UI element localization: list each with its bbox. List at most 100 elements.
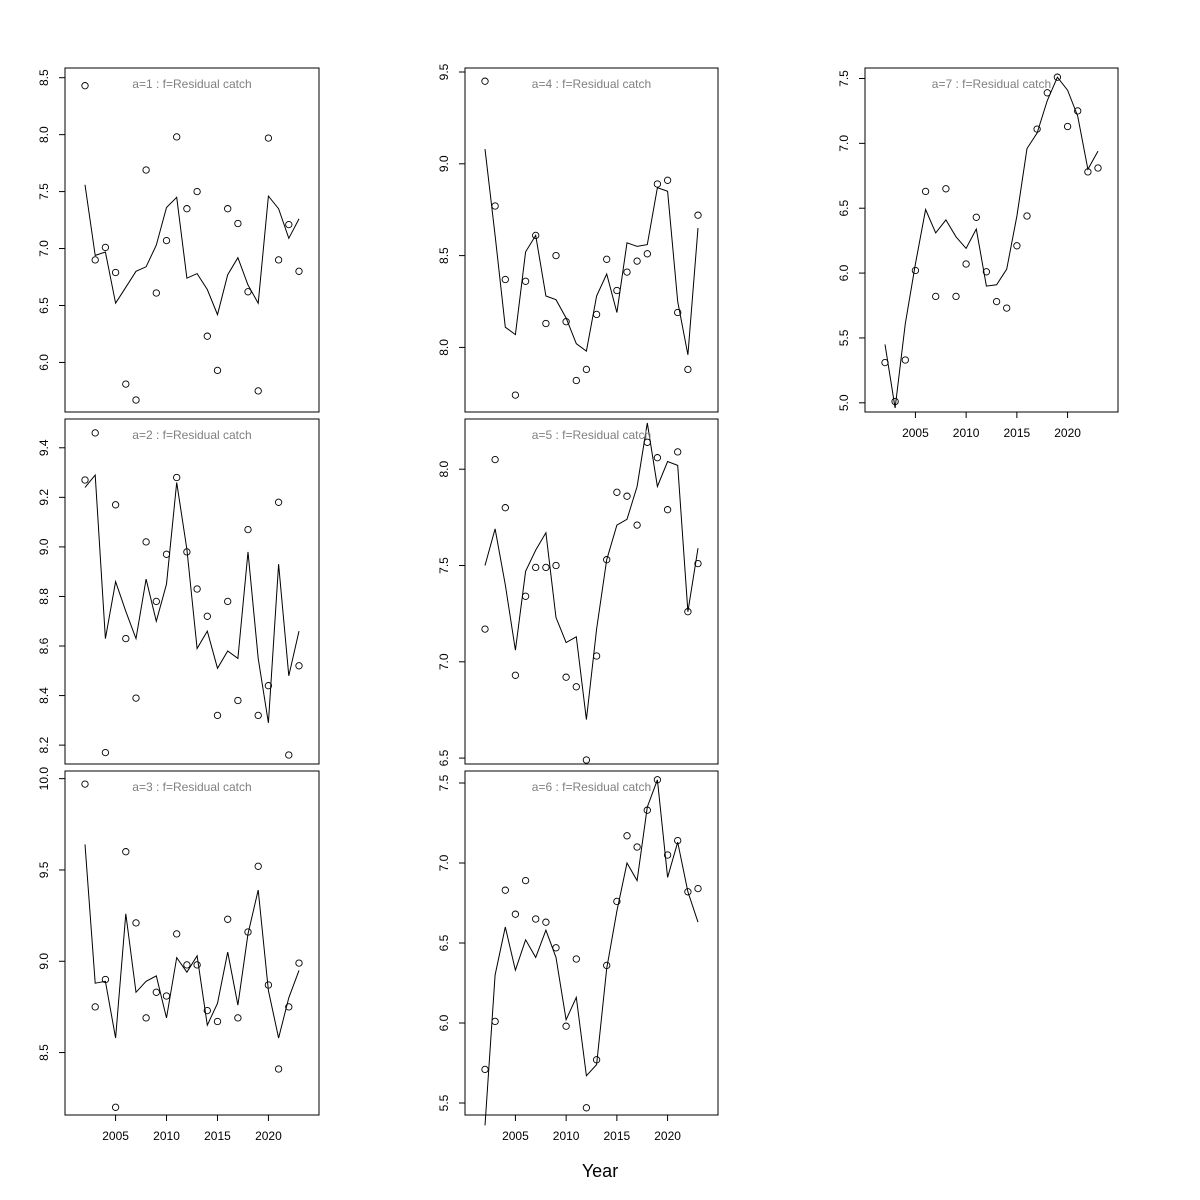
panel-2-frame: [64, 418, 320, 765]
panel-5-data-point: [491, 455, 499, 464]
panel-6-data-point: [643, 806, 651, 814]
panel-2-data-point: [142, 538, 150, 546]
panel-4-data-point: [542, 319, 550, 328]
panel-3-data-point: [274, 1065, 283, 1073]
panel-4-data-point: [532, 231, 540, 240]
panel-4-y-tick-label: 8.0: [437, 339, 451, 356]
panel-4-data-point: [521, 277, 530, 285]
panel-2-data-point: [244, 525, 252, 534]
panel-2-data-point: [91, 429, 99, 437]
panel-2-fitted-line: [84, 473, 300, 723]
panel-2-data-point: [122, 634, 130, 643]
panel-3-data-point: [295, 959, 303, 967]
panel-1-data-point: [295, 267, 303, 275]
panel-1-data-point: [244, 288, 252, 296]
panel-1-data-point: [111, 268, 120, 277]
panel-1-data-point: [132, 396, 140, 404]
panel-6-data-point: [582, 1104, 591, 1112]
panel-3-frame: [64, 770, 320, 1116]
panel-5-data-point: [501, 504, 509, 512]
panel-6-data-point: [562, 1022, 570, 1030]
panel-4-data-point: [481, 77, 489, 85]
panel-5-y-tick-label: 7.0: [437, 653, 451, 670]
panel-1-fitted-line: [84, 184, 300, 317]
panel-3-data-point: [152, 988, 160, 996]
panels-layer: 6.0 6.5 7.0 7.5 8.0 8.5 a=1 : f=Residual catch…: [37, 63, 1119, 1143]
panel-4-data-point: [592, 310, 601, 319]
panel-2-data-point: [81, 476, 89, 484]
panel-6-x-tick-label: 2020: [654, 1129, 681, 1143]
panel-6-data-point: [613, 897, 621, 906]
panel-5-data-point: [663, 506, 672, 514]
panel-3-y-tick-label: 10.0: [37, 767, 51, 791]
panel-5-data-point: [633, 521, 641, 529]
panel-6-y-tick-label: 6.0: [437, 1014, 451, 1031]
panel-7: 5.0 5.5 6.0 6.5 7.0 7.5 2005 2010 2015 2020 a=7 : …: [837, 67, 1119, 440]
panel-6-data-point: [663, 851, 672, 859]
panel-6-y-tick-label: 7.0: [437, 854, 451, 871]
panel-1-y-tick-label: 8.0: [37, 126, 51, 143]
panel-2-y-tick-label: 8.8: [37, 588, 51, 605]
panel-1-data-point: [122, 380, 130, 388]
panel-1-data-point: [224, 205, 232, 213]
panel-3-y-tick-label: 9.0: [37, 953, 51, 970]
panel-2-y-tick-label: 9.4: [37, 439, 51, 456]
panel-2-data-point: [203, 612, 211, 620]
panel-1-data-point: [173, 133, 181, 141]
panel-4-y-tick-label: 9.5: [437, 63, 451, 80]
panel-3-data-point: [264, 981, 273, 989]
panel-7-data-point: [1013, 242, 1021, 250]
panel-6-fitted-line: [484, 779, 699, 1126]
panel-1-data-point: [254, 387, 262, 395]
panel-6-data-point: [542, 918, 550, 926]
panel-1-title: a=1 : f=Residual catch: [132, 77, 251, 91]
panel-2-y-tick-label: 9.2: [37, 489, 51, 506]
panel-5-data-point: [542, 563, 550, 572]
panel-3-data-point: [193, 961, 201, 969]
panel-6-data-point: [684, 888, 692, 896]
panel-3-data-point: [213, 1017, 222, 1026]
panel-7-data-point: [942, 185, 950, 193]
panel-3: 8.5 9.0 9.5 10.0 2005 2010 2015 2020 a=3 : f=Res…: [37, 767, 320, 1143]
panel-2-data-point: [152, 597, 160, 606]
panel-6-data-point: [633, 843, 641, 851]
panel-6-data-point: [674, 836, 682, 845]
panel-5-title: a=5 : f=Residual catch: [532, 428, 651, 442]
panel-2-data-point: [132, 694, 140, 702]
panel-7-frame: [864, 67, 1119, 413]
panel-6-data-point: [481, 1065, 489, 1074]
panel-4-data-point: [562, 318, 570, 326]
panel-6-data-point: [491, 1017, 499, 1026]
panel-3-data-point: [101, 975, 110, 984]
panel-5-data-point: [623, 492, 631, 500]
panel-5-data-point: [562, 673, 570, 681]
panel-1-data-point: [285, 220, 293, 229]
panel-1-y-tick-label: 8.5: [37, 69, 51, 86]
panel-3-x-tick-label: 2010: [153, 1129, 180, 1143]
panel-3-fitted-line: [84, 844, 300, 1039]
panel-5-data-point: [481, 625, 489, 633]
panel-2-y-tick-label: 8.2: [37, 736, 51, 753]
panel-1-data-point: [264, 134, 273, 142]
panel-1-data-point: [203, 332, 211, 340]
panel-6-data-point: [572, 955, 580, 963]
panel-7-y-tick-label: 6.5: [837, 200, 851, 217]
panel-6-y-tick-label: 5.5: [437, 1094, 451, 1111]
panel-2-y-tick-label: 9.0: [37, 538, 51, 555]
panel-7-fitted-line: [884, 76, 1099, 409]
panel-5-data-point: [521, 592, 530, 600]
panel-3-data-point: [234, 1014, 242, 1022]
panel-5-data-point: [552, 561, 560, 570]
panel-5-data-point: [643, 438, 651, 446]
panel-7-data-point: [1053, 73, 1062, 81]
panel-5-data-point: [511, 671, 520, 679]
panel-1-y-tick-label: 6.5: [37, 297, 51, 314]
panel-2-data-point: [264, 682, 273, 690]
panel-6-y-tick-label: 7.5: [437, 774, 451, 791]
panel-3-y-tick-label: 9.5: [37, 861, 51, 878]
panel-7-data-point: [911, 266, 920, 275]
panel-4-data-point: [501, 275, 509, 284]
panel-5-frame: [464, 418, 719, 765]
panel-7-y-tick-label: 7.5: [837, 70, 851, 87]
